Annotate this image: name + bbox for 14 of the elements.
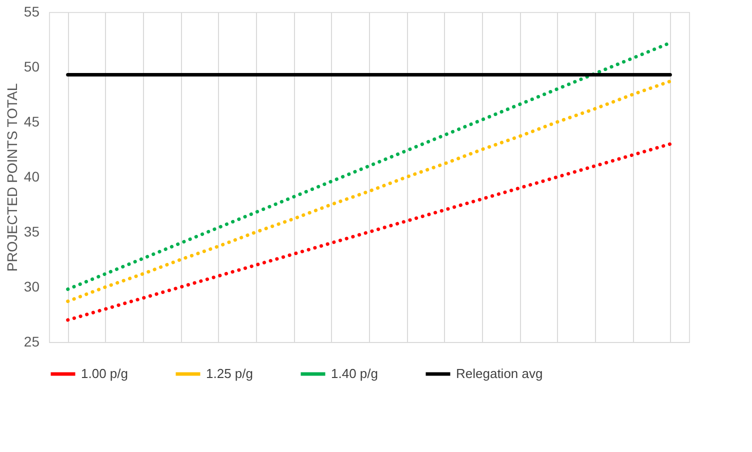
y-tick-label: 40 (24, 168, 40, 184)
legend-label: 1.25 p/g (206, 366, 253, 381)
line-series (66, 80, 672, 304)
y-tick-label: 25 (24, 334, 40, 350)
y-tick-label: 50 (24, 58, 40, 74)
y-axis-title: PROJECTED POINTS TOTAL (4, 83, 20, 272)
y-tick-label: 45 (24, 114, 40, 130)
y-tick-label: 35 (24, 224, 40, 240)
line-series (66, 142, 672, 322)
legend-label: Relegation avg (456, 366, 543, 381)
y-tick-label: 30 (24, 278, 40, 294)
legend-label: 1.40 p/g (331, 366, 378, 381)
y-tick-label: 55 (24, 4, 40, 20)
legend-label: 1.00 p/g (81, 366, 128, 381)
